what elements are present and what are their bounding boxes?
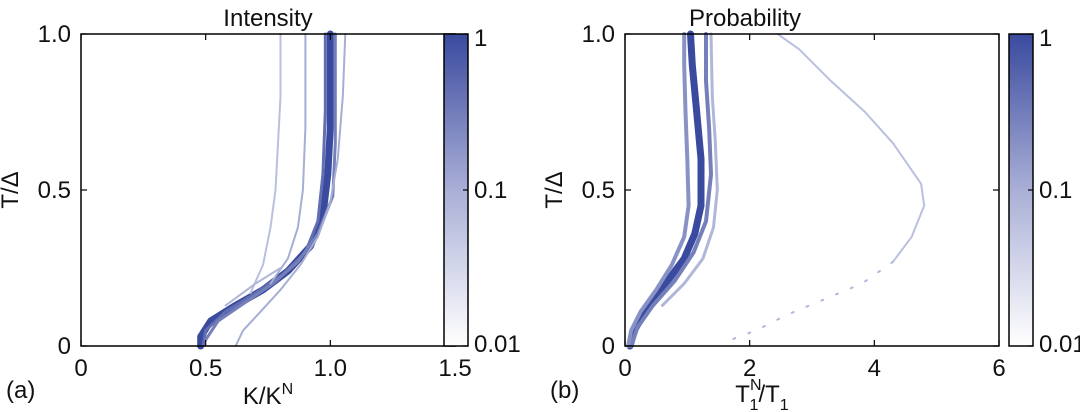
panel-a-xtick-label: 1.5 (438, 355, 471, 382)
panel-b-xlabel-slash: / (758, 381, 765, 408)
panel-b-xtick-label: 0 (618, 355, 631, 382)
panel-a-title: Intensity (223, 5, 312, 32)
panel-a-series-3 (234, 33, 347, 347)
panel-b-xlabel-den-sub: 1 (780, 397, 789, 412)
panel-b-cbtick-label: 0.1 (1039, 177, 1072, 204)
panel-b-xlabel-sup: N (750, 377, 762, 394)
panel-b: Probability 0 2 4 600.51.0 T/Δ TN 1/T1 (b) 1… (541, 5, 1080, 412)
panel-b-frame (624, 33, 1000, 347)
panel-a: Intensity 0 0.5 1.0 1.5 0 0.5 1.0 T/Δ K/KN (a)… (0, 5, 521, 410)
panel-a-plot-area (197, 30, 347, 350)
panel-a-xlabel-main: K/K (243, 383, 282, 410)
panel-b-xlabel-sub: 1 (750, 397, 759, 412)
panel-b-series-3 (660, 32, 719, 307)
panel-a-xtick-label: 0.5 (189, 355, 222, 382)
panel-b-xlabel-main: T (735, 381, 750, 408)
panel-a-series-4 (249, 33, 282, 294)
panel-a-series-6 (224, 267, 282, 307)
panel-a-cbtick-label: 1 (474, 25, 487, 52)
panel-a-ytick-label: 0 (58, 333, 71, 360)
panel-a-ylabel: T/Δ (0, 171, 24, 208)
panel-a-series-5 (269, 33, 307, 285)
panel-a-colorbar-ticks: 1 0.1 0.01 (463, 25, 521, 358)
panel-a-xlabel-sup: N (282, 381, 294, 398)
panel-a-cbtick-label: 0.01 (474, 331, 521, 358)
panel-b-xtick-label: 6 (992, 355, 1005, 382)
panel-a-xtick-label: 0 (74, 355, 87, 382)
panel-b-label: (b) (550, 377, 579, 404)
panel-b-series-2 (626, 32, 691, 348)
panel-a-frame (80, 33, 456, 347)
panel-b-cbtick-label: 1 (1039, 25, 1052, 52)
panel-b-ylabel: T/Δ (541, 171, 568, 208)
panel-a-series-2 (204, 32, 337, 342)
panel-b-series-0 (626, 30, 705, 350)
panel-b-ytick-label: 0 (602, 333, 615, 360)
panel-b-plot-area (626, 30, 926, 350)
panel-b-xlabel-den: T (765, 381, 780, 408)
panel-b-ytick-label: 1.0 (582, 21, 615, 48)
panel-b-ticks: 0 2 4 6 0 0.5 1.0 (582, 21, 1006, 382)
panel-b-colorbar-ticks: 1 0.1 0.01 (1028, 25, 1080, 358)
panel-b-xtick-label: 2 (743, 355, 756, 382)
panel-b-title: Probability (689, 5, 801, 32)
panel-b-ytick-label: 0.5 (582, 177, 615, 204)
panel-b-xlabel: TN 1/T1 (735, 377, 788, 412)
panel-a-xtick-label: 1.0 (314, 355, 347, 382)
panel-b-series-5 (730, 260, 894, 341)
panel-a-ytick-label: 1.0 (38, 21, 71, 48)
panel-a-ytick-label: 0.5 (38, 177, 71, 204)
panel-a-label: (a) (6, 377, 35, 404)
panel-a-xlabel: K/KN (243, 381, 293, 410)
panel-a-series-1 (201, 32, 327, 348)
panel-a-cbtick-label: 0.1 (474, 177, 507, 204)
panel-a-ticks: 0 0.5 1.0 1.5 0 0.5 1.0 (38, 21, 472, 382)
panel-b-cbtick-label: 0.01 (1039, 331, 1080, 358)
panel-b-series-1 (629, 32, 713, 348)
panel-b-xtick-label: 4 (868, 355, 881, 382)
panel-b-series-4 (776, 33, 926, 263)
panel-a-series-0 (197, 30, 334, 350)
